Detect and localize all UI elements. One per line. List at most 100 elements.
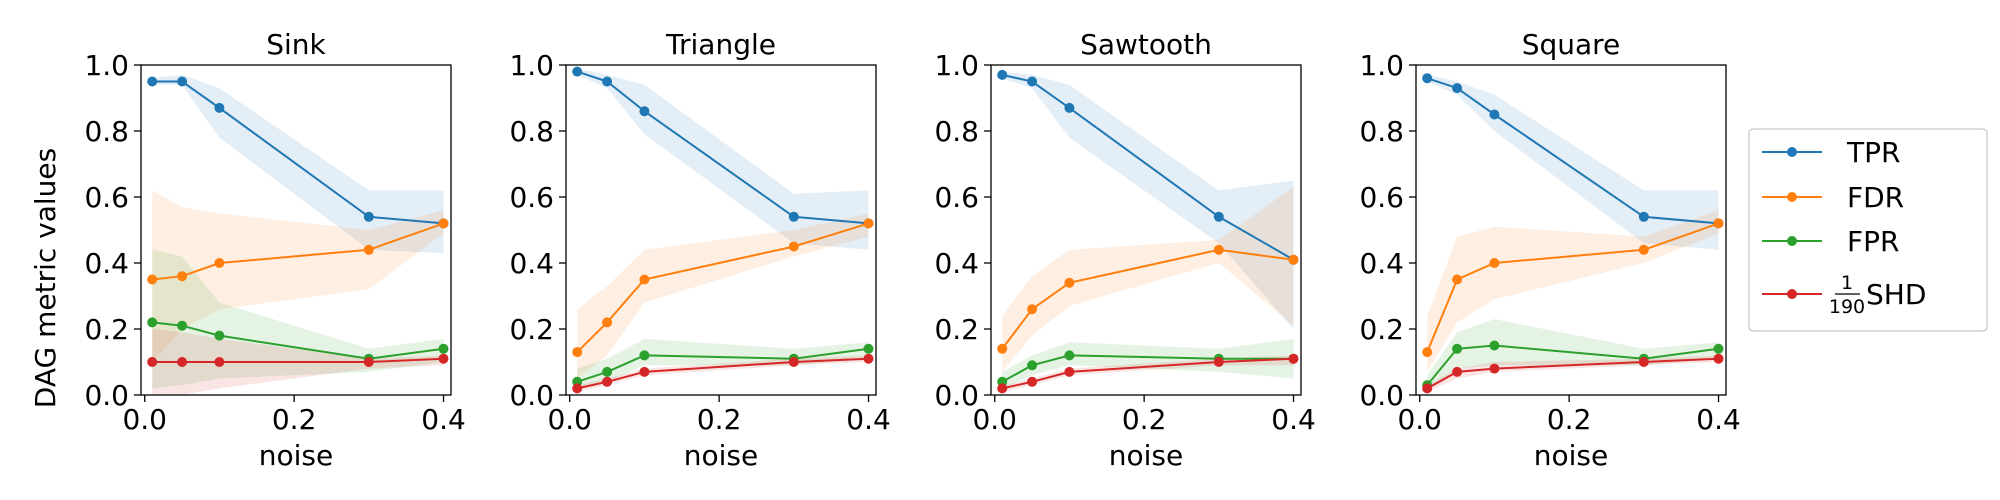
point-fdr: [572, 347, 583, 358]
y-tick-label: 0.0: [934, 379, 979, 412]
point-tpr: [639, 106, 650, 117]
x-axis-label: noise: [684, 439, 758, 472]
point-fdr: [1713, 218, 1724, 229]
legend-frame: [1748, 128, 1988, 332]
legend-item-tpr: TPR: [1762, 136, 1900, 169]
point-fpr: [147, 317, 158, 328]
point-tpr: [1422, 73, 1433, 84]
point-fdr: [788, 241, 799, 252]
y-tick-label: 0.2: [1359, 313, 1404, 346]
point-fdr: [1027, 304, 1038, 315]
band-fpr: [152, 249, 444, 389]
point-tpr: [214, 102, 225, 113]
point-fdr: [1213, 244, 1224, 255]
point-shd-190: [1638, 357, 1649, 367]
x-tick-label: 0.4: [1696, 403, 1741, 436]
band-fpr: [1427, 319, 1719, 392]
x-tick-label: 0.2: [1122, 403, 1167, 436]
y-tick-label: 0.2: [509, 313, 554, 346]
x-tick-label: 0.2: [272, 403, 317, 436]
point-shd-190: [177, 357, 188, 367]
band-tpr: [1002, 71, 1294, 329]
subplot-sink: 0.0 0.2 0.4 0.0 0.2 0.4 0.6 0.8 1.0 Sink noise: [84, 28, 465, 472]
x-tick-label: 0.2: [697, 403, 742, 436]
legend-swatch-marker: [1787, 147, 1797, 157]
y-tick-label: 0.2: [934, 313, 979, 346]
legend-item-fpr: FPR: [1762, 225, 1899, 258]
point-shd-190: [214, 357, 225, 367]
x-tick-label: 0.4: [1271, 403, 1316, 436]
point-tpr: [997, 69, 1008, 80]
point-shd-190: [1027, 376, 1038, 387]
y-tick-label: 1.0: [1359, 49, 1404, 82]
legend-item-fdr: FDR: [1762, 181, 1904, 214]
point-fpr: [639, 350, 650, 361]
point-shd-190: [1288, 353, 1299, 364]
subplot-title: Sink: [266, 28, 326, 61]
axes-frame: [565, 64, 877, 396]
point-shd-190: [438, 353, 449, 364]
band-fpr: [577, 338, 869, 389]
y-tick-label: 0.4: [509, 247, 554, 280]
point-shd-190: [1489, 363, 1500, 374]
point-fdr: [863, 218, 874, 229]
x-tick-label: 0.0: [972, 403, 1017, 436]
subplot-title: Square: [1522, 28, 1621, 61]
point-fdr: [639, 274, 650, 285]
x-tick-label: 0.0: [122, 403, 167, 436]
y-tick-label: 0.4: [934, 247, 979, 280]
legend-swatch-marker: [1787, 289, 1797, 299]
legend-label: SHD: [1866, 278, 1926, 311]
point-tpr: [363, 211, 374, 222]
x-tick-label: 0.2: [1547, 403, 1592, 436]
point-tpr: [1213, 211, 1224, 222]
point-fpr: [1064, 350, 1075, 361]
y-tick-label: 0.4: [1359, 247, 1404, 280]
point-tpr: [1452, 83, 1463, 94]
point-tpr: [788, 211, 799, 222]
point-fpr: [863, 343, 874, 354]
y-tick-label: 1.0: [509, 49, 554, 82]
y-tick-label: 1.0: [84, 49, 129, 82]
point-fdr: [214, 258, 225, 268]
point-fdr: [1064, 277, 1075, 288]
point-fpr: [1027, 360, 1038, 371]
point-shd-190: [602, 376, 613, 387]
y-tick-label: 0.8: [84, 115, 129, 148]
x-axis-label: noise: [259, 439, 333, 472]
x-tick-label: 0.0: [1397, 403, 1442, 436]
axes-frame: [990, 64, 1302, 396]
y-tick-label: 1.0: [934, 49, 979, 82]
point-shd-190: [1064, 366, 1075, 377]
axes-frame: [140, 64, 452, 396]
point-shd-190: [363, 357, 374, 367]
x-tick-label: 0.0: [547, 403, 592, 436]
point-fdr: [997, 343, 1008, 354]
point-fpr: [438, 343, 449, 354]
y-tick-label: 0.0: [509, 379, 554, 412]
y-tick-label: 0.0: [1359, 379, 1404, 412]
y-tick-label: 0.8: [934, 115, 979, 148]
y-tick-label: 0.8: [1359, 115, 1404, 148]
point-tpr: [572, 66, 583, 77]
point-shd-190: [1422, 383, 1433, 394]
point-fdr: [1422, 347, 1433, 358]
y-axis-label: DAG metric values: [29, 148, 62, 408]
point-fdr: [602, 317, 613, 328]
point-tpr: [1027, 76, 1038, 87]
point-tpr: [147, 76, 158, 87]
point-shd-190: [863, 353, 874, 364]
y-tick-label: 0.6: [934, 181, 979, 214]
point-fdr: [147, 274, 158, 285]
y-tick-label: 0.0: [84, 379, 129, 412]
point-fdr: [363, 244, 374, 255]
subplot-triangle: 0.0 0.2 0.4 0.0 0.2 0.4 0.6 0.8 1.0 Triangle noise: [509, 28, 890, 472]
point-fdr: [1288, 254, 1299, 265]
point-fpr: [1713, 343, 1724, 354]
point-tpr: [1064, 102, 1075, 113]
point-tpr: [1489, 109, 1500, 120]
point-shd-190: [1713, 353, 1724, 364]
